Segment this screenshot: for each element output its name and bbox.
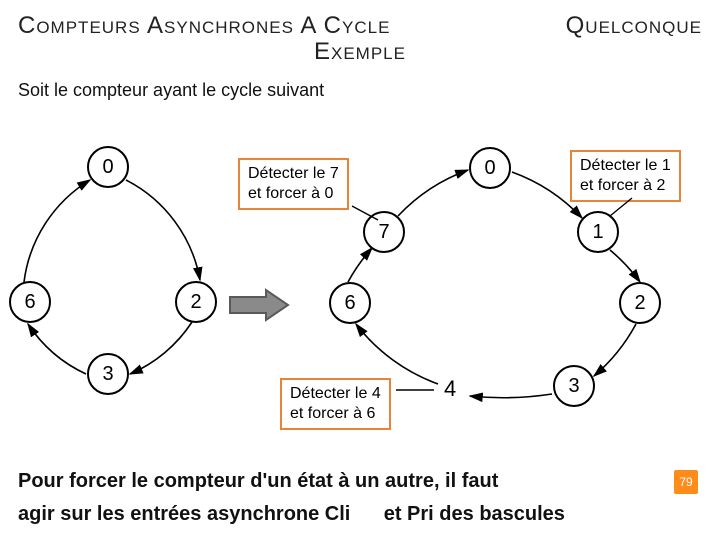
left-node-2: 2: [175, 281, 217, 323]
label-detect1: Détecter le 1 et forcer à 2: [570, 150, 681, 202]
right-node-7: 7: [363, 211, 405, 253]
right-node-1: 1: [577, 211, 619, 253]
title-subtitle: Exemple: [18, 38, 702, 66]
right-node-6: 6: [329, 282, 371, 324]
right-mid-4: 4: [444, 376, 456, 402]
block-arrow-icon: [228, 288, 292, 322]
slide-title: Compteurs Asynchrones A Cycle Quelconque…: [0, 0, 720, 66]
bottom-line1: Pour forcer le compteur d'un état à un a…: [18, 466, 702, 496]
right-node-2: 2: [619, 282, 661, 324]
title-right: Quelconque: [566, 12, 702, 40]
left-node-3: 3: [87, 353, 129, 395]
bottom-line2: agir sur les entrées asynchrone Cli et P…: [18, 503, 702, 526]
title-left: Compteurs Asynchrones A Cycle: [18, 12, 390, 40]
left-node-0: 0: [87, 146, 129, 188]
right-node-0: 0: [469, 147, 511, 189]
intro-text: Soit le compteur ayant le cycle suivant: [0, 66, 720, 101]
left-node-6: 6: [9, 281, 51, 323]
slide-number-badge: 79: [674, 470, 698, 494]
label-detect7: Détecter le 7 et forcer à 0: [238, 158, 349, 210]
label-detect4: Détecter le 4 et forcer à 6: [280, 378, 391, 430]
right-node-3: 3: [553, 365, 595, 407]
